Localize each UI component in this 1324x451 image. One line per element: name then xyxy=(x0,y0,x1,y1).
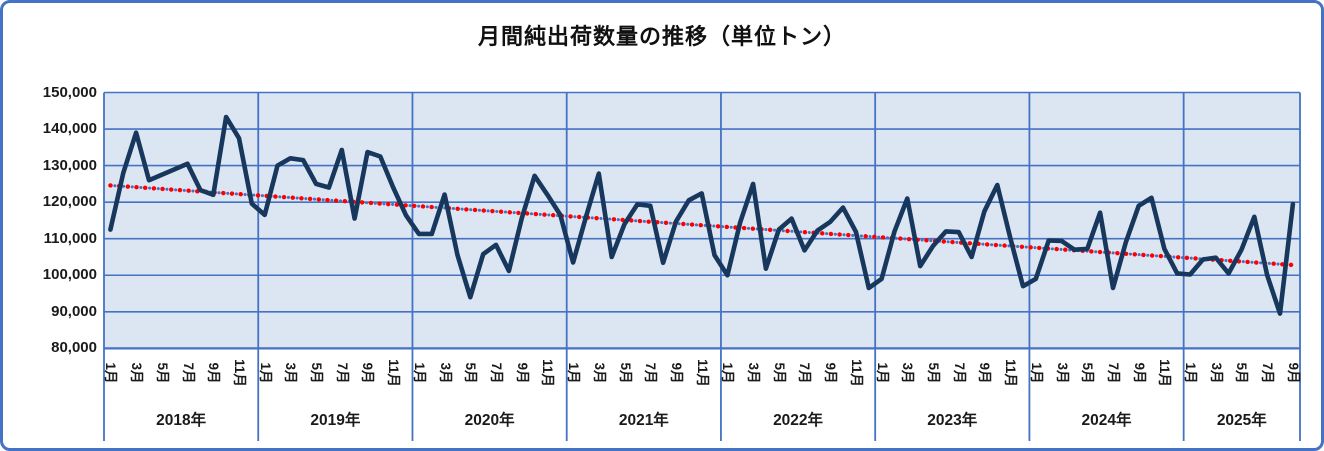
x-axis-month-label: 7月 xyxy=(643,362,659,384)
x-axis-month-label: 3月 xyxy=(1208,362,1224,384)
x-axis-month-label: 1月 xyxy=(720,362,736,384)
x-axis-month-label: 7月 xyxy=(334,362,350,384)
x-axis-month-label: 9月 xyxy=(977,362,993,384)
x-axis-month-label: 9月 xyxy=(206,362,222,384)
x-axis-month-label: 1月 xyxy=(1183,362,1199,384)
x-axis-month-label: 11月 xyxy=(694,359,710,387)
x-axis-month-label: 9月 xyxy=(823,362,839,384)
x-axis-month-label: 3月 xyxy=(591,362,607,384)
x-axis-month-label: 1月 xyxy=(411,362,427,384)
x-axis-month-label: 9月 xyxy=(668,362,684,384)
x-axis-month-label: 1月 xyxy=(257,362,273,384)
y-axis-tick-label: 100,000 xyxy=(42,266,97,284)
x-axis-month-label: 3月 xyxy=(437,362,453,384)
y-axis-tick-label: 150,000 xyxy=(42,83,97,101)
x-axis-month-label: 7月 xyxy=(797,362,813,384)
x-axis-month-label: 3月 xyxy=(1054,362,1070,384)
x-axis-year-label: 2024年 xyxy=(1081,412,1132,429)
x-axis-month-label: 1月 xyxy=(1028,362,1044,384)
x-axis-month-label: 7月 xyxy=(489,362,505,384)
x-axis-year-label: 2020年 xyxy=(464,412,515,429)
x-axis-year-label: 2021年 xyxy=(618,412,669,429)
x-axis-month-label: 11月 xyxy=(540,359,556,387)
x-axis-month-label: 5月 xyxy=(1234,362,1250,384)
x-axis-month-label: 3月 xyxy=(283,362,299,384)
y-axis-tick-label: 130,000 xyxy=(42,156,97,174)
x-axis-month-label: 7月 xyxy=(1105,362,1121,384)
x-axis-month-label: 7月 xyxy=(1260,362,1276,384)
x-axis-month-label: 9月 xyxy=(514,362,530,384)
x-axis-year-label: 2022年 xyxy=(773,412,824,429)
x-axis-month-label: 11月 xyxy=(231,359,247,387)
x-axis-month-label: 1月 xyxy=(874,362,890,384)
x-axis-month-label: 9月 xyxy=(360,362,376,384)
plot-background xyxy=(104,92,1300,349)
x-axis-month-label: 7月 xyxy=(951,362,967,384)
x-axis-year-label: 2025年 xyxy=(1216,412,1267,429)
trendline-red-dotted xyxy=(108,183,1296,268)
x-axis-month-label: 11月 xyxy=(848,359,864,387)
y-axis-tick-label: 80,000 xyxy=(51,339,97,357)
x-axis-month-label: 9月 xyxy=(1285,362,1301,384)
x-axis-month-label: 5月 xyxy=(1080,362,1096,384)
x-axis-month-label: 11月 xyxy=(1003,359,1019,387)
x-axis-month-label: 5月 xyxy=(771,362,787,384)
y-axis-tick-label: 110,000 xyxy=(43,229,97,247)
y-axis-tick-label: 90,000 xyxy=(51,302,97,320)
x-axis-month-label: 5月 xyxy=(154,362,170,384)
x-axis-month-label: 11月 xyxy=(386,359,402,387)
x-axis-year-label: 2018年 xyxy=(156,412,207,429)
plot-area xyxy=(103,91,1301,441)
chart-title: 月間純出荷数量の推移（単位トン） xyxy=(477,24,846,49)
y-axis-tick-label: 120,000 xyxy=(42,193,97,211)
x-axis-month-label: 5月 xyxy=(926,362,942,384)
data-series-line xyxy=(108,114,1296,316)
x-axis-year-label: 2023年 xyxy=(927,412,978,429)
x-axis-month-label: 5月 xyxy=(309,362,325,384)
x-axis-month-label: 7月 xyxy=(180,362,196,384)
x-axis-month-label: 5月 xyxy=(463,362,479,384)
x-axis-month-label: 1月 xyxy=(103,362,119,384)
x-axis-month-label: 1月 xyxy=(566,362,582,384)
x-axis-month-label: 11月 xyxy=(1157,359,1173,387)
x-axis-month-label: 3月 xyxy=(746,362,762,384)
x-axis-month-label: 9月 xyxy=(1131,362,1147,384)
x-axis-year-label: 2019年 xyxy=(310,412,361,429)
x-axis-month-label: 5月 xyxy=(617,362,633,384)
y-axis-tick-label: 140,000 xyxy=(42,120,97,138)
x-axis-month-label: 3月 xyxy=(900,362,916,384)
x-axis-month-label: 3月 xyxy=(129,362,145,384)
trendline-blue-dotted xyxy=(108,183,1295,267)
